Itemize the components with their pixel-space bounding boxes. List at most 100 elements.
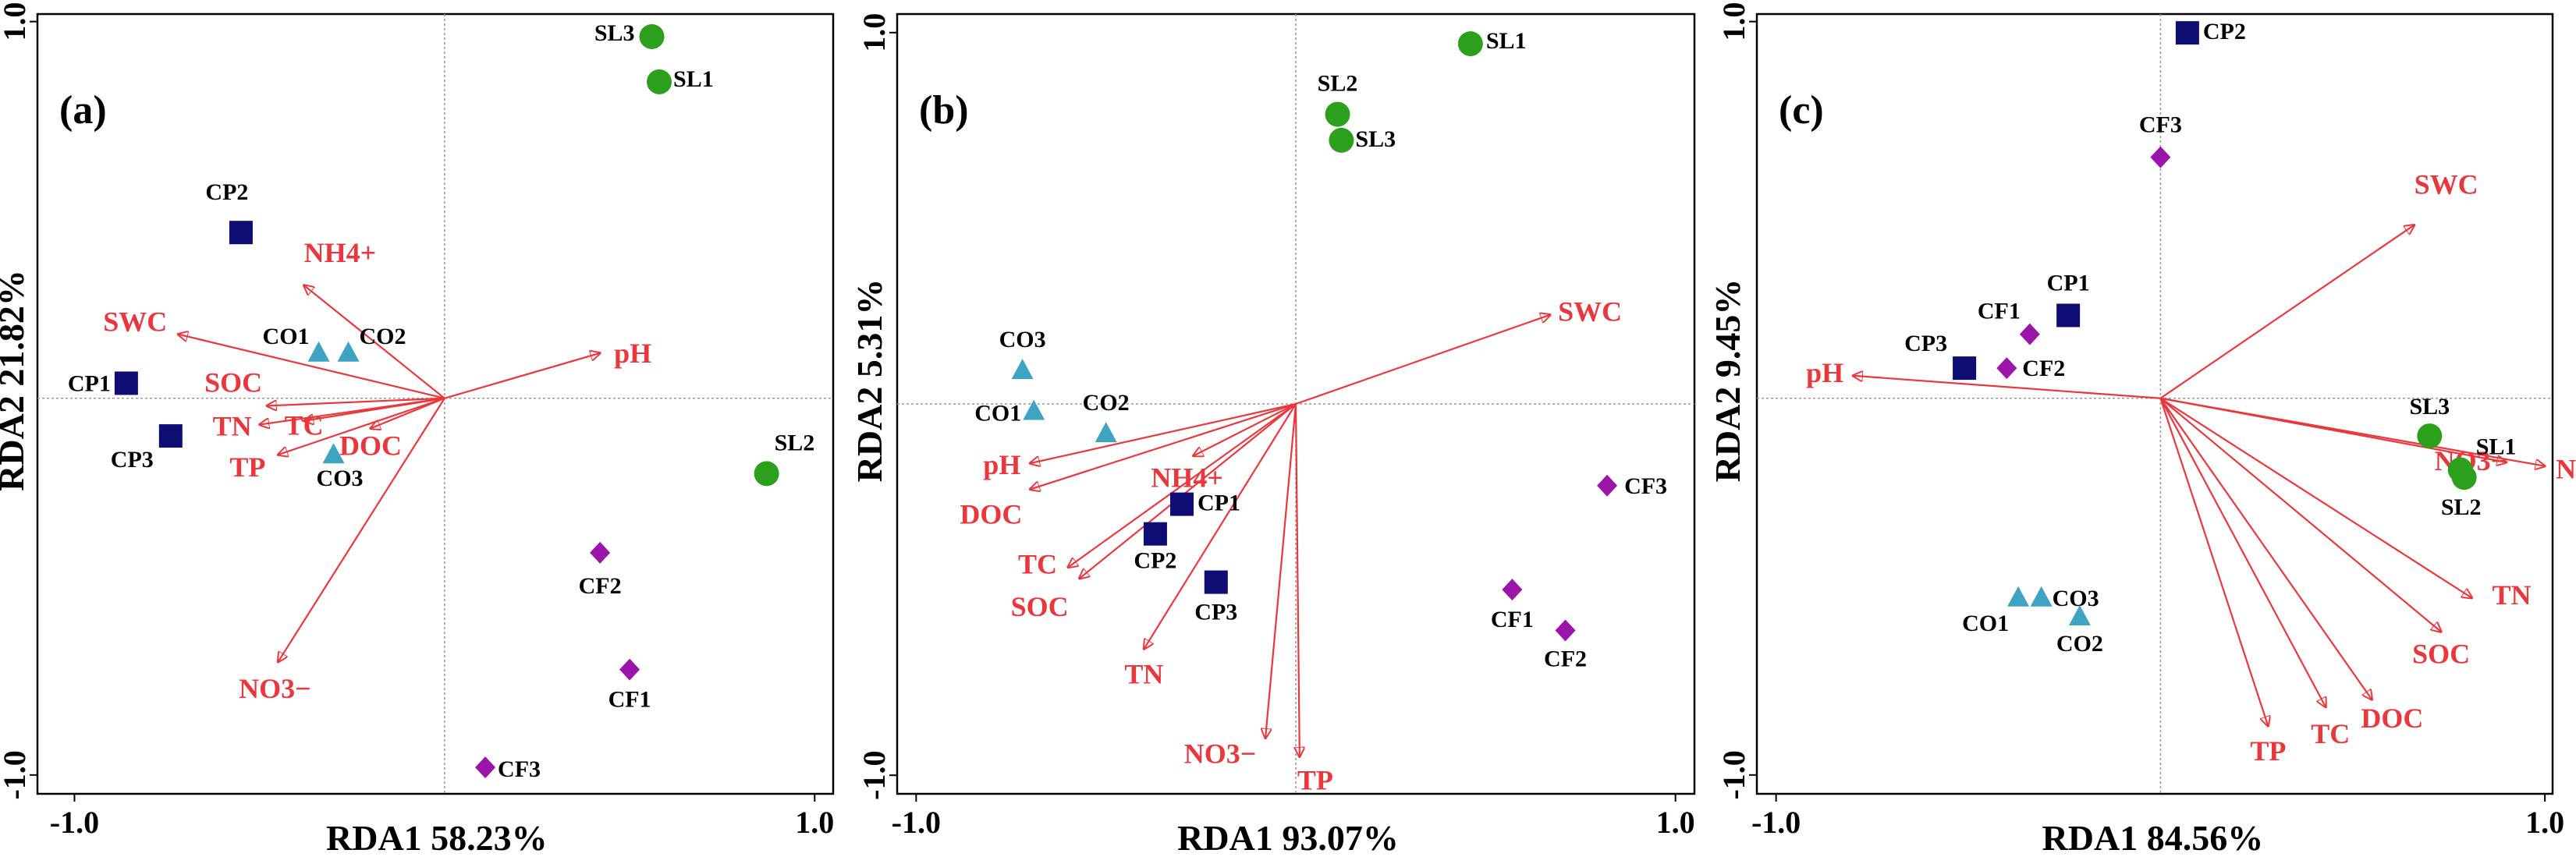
sample-point-co2	[2068, 604, 2091, 625]
env-label: NO3−	[1184, 738, 1257, 770]
sample-point-co1	[2007, 586, 2030, 607]
env-label: TC	[285, 410, 324, 441]
sample-label: CP2	[2203, 19, 2246, 44]
env-label: SOC	[204, 366, 262, 398]
sample-point-sl3	[1329, 127, 1354, 153]
env-label: SOC	[2412, 638, 2470, 669]
env-arrow-tc	[304, 397, 445, 421]
y-tick-label: -1.0	[1716, 750, 1751, 799]
y-tick-label: 1.0	[1716, 2, 1751, 41]
env-label: SOC	[1011, 591, 1069, 622]
sample-point-cp3	[1204, 570, 1228, 594]
sample-label: CP1	[68, 370, 111, 396]
env-arrow-tp	[278, 397, 445, 455]
env-arrow-swc	[2159, 225, 2414, 399]
sample-point-cf1	[619, 658, 640, 681]
sample-point-cp3	[158, 424, 183, 448]
env-label: TN	[1124, 658, 1163, 689]
sample-point-cp2	[2175, 21, 2199, 45]
sample-label: CO3	[999, 327, 1046, 352]
env-arrow-tn	[1144, 403, 1297, 649]
env-label: pH	[1806, 357, 1843, 388]
sample-label: SL1	[1486, 28, 1527, 54]
sample-point-cf2	[1996, 357, 2017, 380]
rda-panel-2: -1.0 1.0 1.0 -1.0 RDA1 93.07% RDA2 5.31% (b) SW…	[850, 12, 1696, 858]
env-label: DOC	[339, 430, 402, 461]
sample-label: CP2	[1134, 548, 1176, 574]
sample-label: CF2	[1544, 646, 1587, 671]
env-label: SWC	[1558, 296, 1622, 328]
env-label: DOC	[2361, 703, 2423, 734]
env-label: NH4+	[1151, 462, 1223, 494]
env-label: TC	[1018, 549, 1057, 580]
env-arrow-nh4	[304, 285, 445, 399]
y-axis-title: RDA2 9.45%	[1708, 279, 1747, 483]
sample-point-cf2	[1555, 619, 1576, 642]
sample-point-cf3	[1597, 474, 1618, 497]
sample-point-cp1	[114, 371, 138, 395]
sample-point-cf3	[475, 756, 496, 779]
x-tick-label: 1.0	[1656, 805, 1695, 840]
sample-label: CP1	[1198, 490, 1240, 516]
x-tick-label: -1.0	[892, 805, 941, 840]
env-arrow-soc	[267, 397, 445, 406]
y-tick-label: -1.0	[0, 750, 32, 799]
sample-point-sl2	[754, 461, 779, 487]
sample-point-sl1	[647, 69, 672, 94]
x-tick-label: 1.0	[795, 805, 834, 840]
y-axis-title: RDA2 5.31%	[850, 279, 889, 483]
sample-label: CF1	[609, 687, 651, 713]
y-tick-label: 1.0	[0, 2, 32, 41]
sample-point-cp2	[1143, 522, 1167, 546]
sample-label: CO2	[2056, 631, 2103, 657]
sample-label: SL2	[775, 430, 815, 455]
env-arrow-doc	[1030, 402, 1297, 490]
sample-label: CO1	[1962, 611, 2009, 636]
sample-point-cp3	[1953, 356, 1977, 381]
sample-point-sl2	[1325, 101, 1350, 127]
sample-label: CO3	[317, 466, 364, 491]
env-arrow-swc	[1295, 315, 1550, 405]
sample-label: CF1	[1978, 299, 2021, 324]
sample-point-co1	[307, 341, 330, 362]
sample-point-co1	[1023, 399, 1045, 420]
sample-label: SL2	[2441, 494, 2482, 520]
sample-label: SL3	[594, 20, 635, 46]
sample-label: CO2	[1083, 390, 1130, 416]
sample-label: CP1	[2047, 270, 2090, 296]
plot-frame	[36, 12, 835, 795]
sample-point-co3	[1011, 359, 1034, 380]
env-arrow-tp	[2159, 398, 2268, 726]
x-axis-title: RDA1 58.23%	[326, 818, 548, 858]
sample-label: CF3	[1624, 473, 1667, 499]
env-arrow-ph	[1853, 376, 2161, 399]
sample-point-cp1	[1170, 492, 1194, 516]
env-label: NO3−	[239, 673, 311, 704]
env-arrow-soc	[2159, 397, 2441, 632]
sample-label: CP2	[205, 179, 248, 205]
x-tick-label: -1.0	[50, 805, 99, 840]
sample-label: CF3	[2139, 112, 2182, 138]
x-tick-label: 1.0	[2525, 805, 2564, 840]
sample-point-co3	[322, 443, 345, 464]
sample-label: CF2	[579, 573, 622, 599]
y-axis-title: RDA2 21.82%	[0, 270, 31, 491]
sample-label: SL3	[1355, 126, 1396, 152]
sample-point-sl1	[1457, 31, 1483, 57]
env-arrow-soc	[1080, 403, 1297, 579]
env-arrow-tc	[1068, 403, 1297, 568]
env-arrow-swc	[178, 335, 445, 399]
env-label: TN	[213, 411, 252, 442]
sample-point-sl3	[639, 23, 665, 49]
env-label: SWC	[2415, 169, 2478, 200]
env-arrow-tn	[2159, 397, 2471, 598]
sample-label: CO1	[974, 401, 1021, 427]
env-label: TP	[1297, 764, 1333, 795]
sample-point-co2	[337, 341, 360, 362]
sample-point-co2	[1095, 422, 1117, 443]
y-tick-label: 1.0	[857, 13, 892, 52]
env-label: TP	[2250, 735, 2286, 767]
x-tick-label: -1.0	[1751, 805, 1801, 840]
